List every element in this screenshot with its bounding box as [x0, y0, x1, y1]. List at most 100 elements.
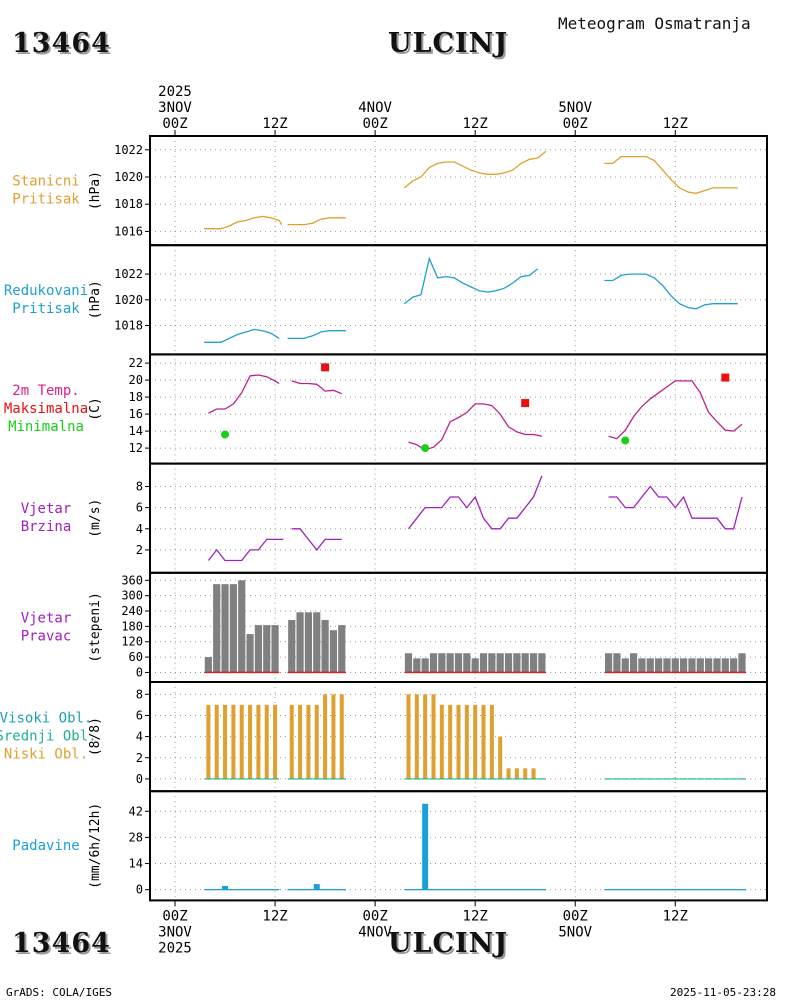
- y-tick-label: 120: [121, 635, 143, 649]
- bottom-time-label: 3NOV: [158, 924, 192, 940]
- max-temp-marker: [721, 373, 730, 382]
- panel-title-line: Stanicni: [12, 174, 79, 190]
- station-name-top: ULCINJ: [388, 28, 509, 59]
- wind-direction-bar: [604, 653, 613, 673]
- wind-direction-bar: [204, 657, 212, 673]
- series-line: [604, 273, 738, 310]
- wind-direction-bar: [730, 658, 738, 673]
- min-temp-marker: [221, 430, 230, 439]
- low-cloud-bar: [223, 704, 228, 779]
- y-tick-label: 8: [136, 687, 143, 701]
- low-cloud-bar: [248, 704, 253, 779]
- y-tick-label: 60: [129, 650, 143, 664]
- low-cloud-bar: [473, 704, 478, 779]
- timestamp-text: 2025-11-05-23:28: [670, 986, 776, 999]
- precip-bar: [313, 884, 320, 890]
- low-cloud-bar: [506, 768, 511, 779]
- y-tick-label: 1020: [114, 170, 143, 184]
- panel-title-line: Niski Obl.: [4, 747, 88, 763]
- y-tick-label: 2: [136, 543, 143, 557]
- low-cloud-bar: [256, 704, 261, 779]
- wind-direction-bar: [521, 653, 529, 673]
- y-tick-label: 18: [129, 390, 143, 404]
- wind-direction-bar: [446, 653, 454, 673]
- wind-direction-bar: [263, 625, 271, 673]
- y-tick-label: 42: [129, 804, 143, 818]
- wind-direction-bar: [454, 653, 463, 673]
- wind-direction-bar: [213, 584, 221, 673]
- low-cloud-bar: [231, 704, 236, 779]
- low-cloud-bar: [406, 694, 411, 779]
- bottom-time-label: 00Z: [362, 908, 387, 924]
- series-line: [204, 215, 283, 230]
- low-cloud-bar: [331, 694, 336, 779]
- wind-direction-bar: [705, 658, 713, 673]
- wind-direction-bar: [488, 653, 496, 673]
- low-cloud-bar: [456, 704, 461, 779]
- wind-direction-bar: [288, 619, 296, 673]
- wind-direction-bar: [638, 658, 646, 673]
- y-tick-label: 300: [121, 589, 143, 603]
- y-tick-label: 180: [121, 619, 143, 633]
- panel-title-line: Srednji Obl.: [0, 729, 97, 745]
- y-tick-label: 2: [136, 751, 143, 765]
- y-tick-label: 6: [136, 708, 143, 722]
- low-cloud-bar: [431, 694, 436, 779]
- wind-direction-bar: [321, 619, 329, 673]
- wind-direction-bar: [671, 658, 679, 673]
- wind-direction-bar: [229, 584, 237, 673]
- y-tick-label: 20: [129, 373, 143, 387]
- bottom-time-label: 00Z: [162, 908, 187, 924]
- panel-title-line: Pravac: [21, 628, 72, 644]
- wind-direction-bar: [738, 653, 746, 673]
- low-cloud-bar: [523, 768, 528, 779]
- series-line: [208, 374, 280, 414]
- wind-direction-bar: [538, 653, 546, 673]
- series-line: [408, 403, 543, 451]
- top-time-label: 00Z: [162, 116, 187, 132]
- station-name-bottom: ULCINJ: [388, 928, 509, 959]
- y-tick-label: 14: [129, 857, 143, 871]
- wind-direction-bar: [329, 630, 338, 673]
- y-tick-label: 0: [136, 772, 143, 786]
- low-cloud-bar: [498, 736, 503, 779]
- low-cloud-bar: [264, 704, 269, 779]
- panel-title-line: Padavine: [12, 838, 79, 854]
- station-id-bottom: 13464: [12, 928, 111, 959]
- low-cloud-bar: [314, 704, 319, 779]
- bottom-time-label: 12Z: [663, 908, 688, 924]
- wind-direction-bar: [496, 653, 504, 673]
- wind-direction-bar: [613, 653, 621, 673]
- y-tick-label: 4: [136, 730, 143, 744]
- y-tick-label: 1018: [114, 197, 143, 211]
- y-axis-label: (C): [88, 397, 103, 420]
- y-tick-label: 4: [136, 522, 143, 536]
- wind-direction-bar: [463, 653, 471, 673]
- series-line: [291, 528, 342, 551]
- y-tick-label: 14: [129, 424, 143, 438]
- series-line: [608, 485, 743, 530]
- panel-title-line: Brzina: [21, 519, 72, 535]
- bottom-time-label: 12Z: [463, 908, 488, 924]
- bottom-time-label: 2025: [158, 940, 192, 956]
- wind-direction-bar: [304, 612, 313, 673]
- low-cloud-bar: [414, 694, 419, 779]
- wind-direction-bar: [271, 625, 279, 673]
- wind-direction-bar: [504, 653, 513, 673]
- y-axis-label: (hPa): [88, 171, 103, 210]
- wind-direction-bar: [413, 658, 421, 673]
- y-tick-label: 1020: [114, 293, 143, 307]
- top-time-label: 5NOV: [558, 100, 592, 116]
- low-cloud-bar: [239, 704, 244, 779]
- wind-direction-bar: [246, 634, 254, 673]
- panel-frame: [149, 135, 768, 247]
- panel-title-line: Pritisak: [12, 301, 80, 317]
- wind-direction-bar: [438, 653, 446, 673]
- bottom-time-label: 5NOV: [558, 924, 592, 940]
- y-tick-label: 1022: [114, 143, 143, 157]
- low-cloud-bar: [439, 704, 444, 779]
- top-time-label: 00Z: [362, 116, 387, 132]
- y-tick-label: 240: [121, 604, 143, 618]
